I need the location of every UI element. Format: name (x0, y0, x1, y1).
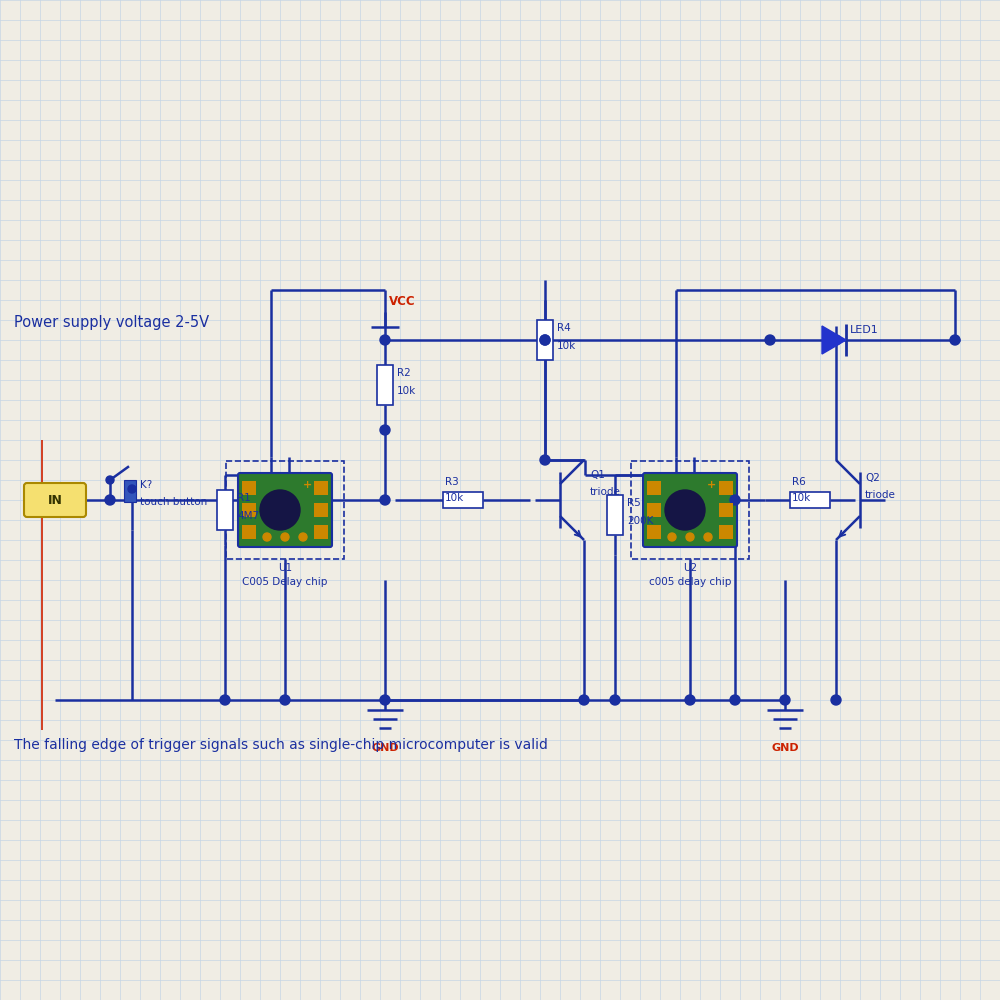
Bar (790, 492, 830, 508)
Text: C005 Delay chip: C005 Delay chip (242, 577, 328, 587)
Circle shape (668, 533, 676, 541)
Circle shape (950, 335, 960, 345)
Circle shape (780, 695, 790, 705)
Text: U1: U1 (278, 563, 292, 573)
Bar (377, 365, 393, 405)
Bar (719, 525, 733, 539)
Circle shape (380, 695, 390, 705)
Text: touch button: touch button (140, 497, 207, 507)
Text: Q1: Q1 (590, 470, 605, 480)
Circle shape (106, 476, 114, 484)
Text: U2: U2 (683, 563, 697, 573)
Text: K?: K? (140, 480, 152, 490)
Circle shape (281, 533, 289, 541)
Circle shape (686, 533, 694, 541)
Circle shape (263, 533, 271, 541)
Circle shape (765, 335, 775, 345)
Polygon shape (822, 326, 846, 354)
Bar (242, 503, 256, 517)
Circle shape (380, 425, 390, 435)
Circle shape (831, 335, 841, 345)
Text: Power supply voltage 2-5V: Power supply voltage 2-5V (14, 314, 209, 330)
Text: 10k: 10k (397, 386, 416, 396)
Text: 10k: 10k (444, 493, 464, 503)
Bar (314, 525, 328, 539)
Text: +: + (302, 480, 312, 490)
Bar (217, 490, 233, 530)
Circle shape (704, 533, 712, 541)
Circle shape (128, 485, 136, 493)
Bar (647, 503, 661, 517)
Circle shape (730, 495, 740, 505)
Circle shape (540, 455, 550, 465)
Circle shape (380, 335, 390, 345)
Bar (647, 481, 661, 495)
Bar (537, 320, 553, 360)
Text: VCC: VCC (389, 295, 416, 308)
Circle shape (685, 695, 695, 705)
Text: IN: IN (48, 493, 62, 506)
Bar (226, 461, 344, 559)
Text: triode: triode (590, 487, 621, 497)
Bar (442, 492, 482, 508)
Bar (124, 480, 136, 502)
Bar (314, 481, 328, 495)
Bar (242, 525, 256, 539)
FancyBboxPatch shape (643, 473, 737, 547)
Text: R3: R3 (444, 477, 458, 487)
Text: GND: GND (771, 743, 799, 753)
Text: 10k: 10k (792, 493, 811, 503)
Circle shape (380, 495, 390, 505)
Text: 4M7: 4M7 (237, 511, 259, 521)
Circle shape (610, 695, 620, 705)
Text: +: + (707, 480, 717, 490)
Bar (631, 461, 749, 559)
Text: triode: triode (865, 490, 896, 500)
Text: R2: R2 (397, 368, 411, 378)
Text: c005 delay chip: c005 delay chip (649, 577, 731, 587)
Circle shape (299, 533, 307, 541)
Text: R5: R5 (627, 498, 641, 508)
Text: LED1: LED1 (850, 325, 879, 335)
Text: GND: GND (371, 743, 399, 753)
Bar (719, 481, 733, 495)
Circle shape (260, 490, 300, 530)
Circle shape (730, 695, 740, 705)
Text: R1: R1 (237, 493, 251, 503)
Text: Q2: Q2 (865, 473, 880, 483)
Text: The falling edge of trigger signals such as single-chip microcomputer is valid: The falling edge of trigger signals such… (14, 738, 548, 752)
Bar (719, 503, 733, 517)
FancyBboxPatch shape (238, 473, 332, 547)
Text: 200K: 200K (627, 516, 653, 526)
Circle shape (540, 335, 550, 345)
Bar (607, 495, 623, 535)
Bar (242, 481, 256, 495)
Circle shape (280, 695, 290, 705)
Circle shape (831, 695, 841, 705)
FancyBboxPatch shape (24, 483, 86, 517)
Text: R6: R6 (792, 477, 806, 487)
Circle shape (105, 495, 115, 505)
Circle shape (579, 695, 589, 705)
Bar (314, 503, 328, 517)
Circle shape (665, 490, 705, 530)
Text: R4: R4 (557, 323, 571, 333)
Text: 10k: 10k (557, 341, 576, 351)
Circle shape (220, 695, 230, 705)
Circle shape (540, 335, 550, 345)
Bar (647, 525, 661, 539)
